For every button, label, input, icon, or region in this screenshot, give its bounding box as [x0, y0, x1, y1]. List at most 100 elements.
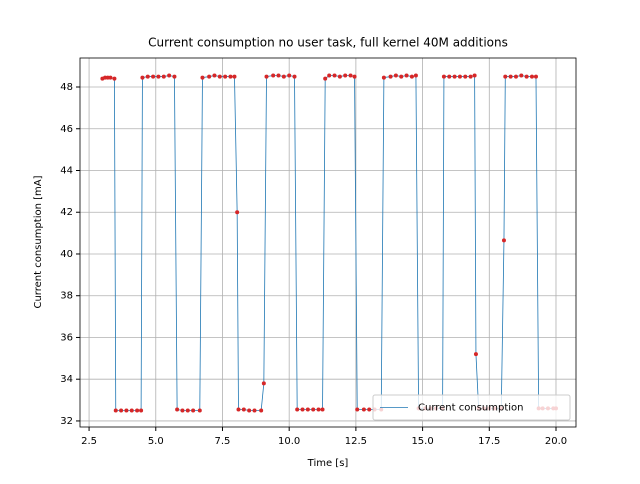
data-point: [200, 75, 205, 80]
data-point: [300, 407, 305, 412]
data-point: [140, 75, 145, 80]
data-point: [113, 408, 118, 413]
data-point: [355, 407, 360, 412]
data-point: [247, 408, 252, 413]
data-point: [287, 73, 292, 78]
data-point: [533, 74, 538, 79]
data-point: [145, 74, 150, 79]
y-tick-label: 40: [60, 249, 73, 260]
data-point: [264, 74, 269, 79]
data-point: [503, 74, 508, 79]
data-point: [473, 352, 478, 357]
data-point: [337, 74, 342, 79]
legend-label: Current consumption: [418, 403, 523, 414]
data-point: [276, 73, 281, 78]
data-point: [393, 73, 398, 78]
data-point: [409, 74, 414, 79]
data-point: [228, 74, 233, 79]
y-tick-label: 44: [60, 165, 73, 176]
data-point: [151, 74, 156, 79]
data-point: [172, 74, 177, 79]
data-point: [197, 408, 202, 413]
data-point: [281, 74, 286, 79]
data-point: [112, 76, 117, 81]
data-point: [457, 74, 462, 79]
data-point: [452, 74, 457, 79]
data-point: [323, 76, 328, 81]
data-point: [513, 74, 518, 79]
x-tick-label: 7.5: [215, 436, 231, 447]
y-tick-label: 38: [60, 291, 73, 302]
data-point: [413, 73, 418, 78]
data-point: [252, 408, 257, 413]
data-point: [236, 407, 241, 412]
data-point: [212, 73, 217, 78]
x-tick-label: 15.0: [411, 436, 433, 447]
data-point: [501, 238, 506, 243]
legend-box: [372, 394, 571, 421]
data-point: [235, 210, 240, 215]
data-point: [119, 408, 124, 413]
data-point: [348, 73, 353, 78]
x-tick-label: 20.0: [545, 436, 567, 447]
data-point: [271, 73, 276, 78]
y-tick-label: 48: [60, 82, 73, 93]
data-point: [367, 407, 372, 412]
chart-title: Current consumption no user task, full k…: [148, 36, 508, 50]
data-point: [108, 75, 113, 80]
data-point: [388, 74, 393, 79]
data-point: [223, 74, 228, 79]
y-tick-label: 32: [60, 416, 73, 427]
data-point: [311, 407, 316, 412]
data-point: [332, 73, 337, 78]
data-point: [399, 74, 404, 79]
data-point: [180, 408, 185, 413]
data-point: [156, 74, 161, 79]
data-point: [259, 408, 264, 413]
data-point: [508, 74, 513, 79]
data-point: [191, 408, 196, 413]
y-tick-label: 34: [60, 374, 73, 385]
data-point: [327, 73, 332, 78]
data-point: [129, 408, 134, 413]
data-point: [472, 73, 477, 78]
x-tick-label: 10.0: [278, 436, 300, 447]
data-point: [524, 74, 529, 79]
data-point: [441, 74, 446, 79]
data-point: [292, 74, 297, 79]
x-tick-label: 5.0: [148, 436, 164, 447]
data-point: [207, 74, 212, 79]
data-point: [343, 73, 348, 78]
x-tick-label: 12.5: [345, 436, 367, 447]
data-point: [519, 73, 524, 78]
data-point: [124, 408, 129, 413]
data-point: [529, 74, 534, 79]
grid: [80, 58, 576, 427]
data-point: [185, 408, 190, 413]
data-point: [135, 408, 140, 413]
data-point: [232, 74, 237, 79]
data-point: [316, 407, 321, 412]
y-tick-label: 46: [60, 124, 73, 135]
data-point: [295, 407, 300, 412]
y-tick-label: 36: [60, 332, 73, 343]
data-point: [217, 74, 222, 79]
data-point: [463, 74, 468, 79]
x-axis-label: Time [s]: [307, 458, 349, 469]
y-tick-label: 42: [60, 207, 73, 218]
legend: Current consumption: [372, 394, 571, 421]
data-point: [161, 74, 166, 79]
data-point: [175, 407, 180, 412]
data-point: [167, 73, 172, 78]
data-point: [381, 75, 386, 80]
x-tick-label: 17.5: [478, 436, 500, 447]
data-point: [320, 407, 325, 412]
data-point: [241, 407, 246, 412]
data-point: [352, 74, 357, 79]
data-point: [261, 381, 266, 386]
data-point: [139, 408, 144, 413]
data-point: [305, 407, 310, 412]
axes-frame: [79, 57, 577, 428]
x-tick-label: 2.5: [81, 436, 97, 447]
